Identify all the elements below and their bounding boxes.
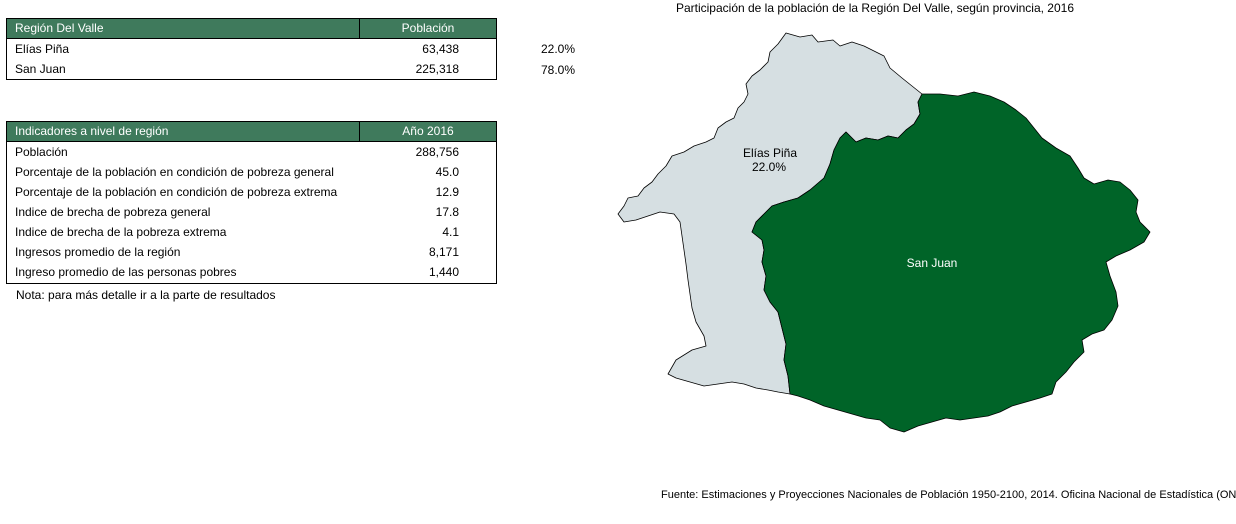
row-value: 288,756	[415, 145, 459, 159]
table-row: Elías Piña 63,438	[7, 39, 496, 59]
row-value: 45.0	[435, 165, 459, 179]
share-percent: 78.0%	[540, 63, 575, 77]
row-value: 63,438	[422, 42, 459, 56]
row-label: Indice de brecha de pobreza general	[15, 205, 211, 219]
source-text: Fuente: Estimaciones y Proyecciones Naci…	[661, 489, 1236, 501]
population-table-header: Región Del Valle Población	[7, 19, 496, 39]
row-value: 1,440	[428, 265, 459, 279]
row-value: 17.8	[435, 205, 459, 219]
row-value: 4.1	[442, 225, 459, 239]
table-row: Población 288,756	[7, 142, 496, 162]
row-value: 225,318	[415, 62, 459, 76]
row-label: Elías Piña	[15, 42, 70, 56]
row-label: Porcentaje de la población en condición …	[15, 185, 338, 199]
note-text: Nota: para más detalle ir a la parte de …	[16, 288, 276, 302]
region-value-elias-pina: 22.0%	[752, 160, 786, 174]
header-region: Región Del Valle	[7, 19, 360, 38]
region-label-elias-pina: Elías Piña	[743, 146, 797, 160]
region-san-juan	[751, 91, 1151, 433]
row-label: Ingresos promedio de la región	[15, 245, 181, 259]
table-row: Ingresos promedio de la región 8,171	[7, 242, 496, 262]
table-row: San Juan 225,318	[7, 59, 496, 79]
row-label: Ingreso promedio de las personas pobres	[15, 265, 237, 279]
row-label: San Juan	[15, 62, 66, 76]
chart-title: Participación de la población de la Regi…	[675, 1, 1075, 15]
share-percent: 22.0%	[540, 42, 575, 56]
row-label: Población	[15, 145, 68, 159]
row-value: 8,171	[428, 245, 459, 259]
indicators-table-header: Indicadores a nivel de región Año 2016	[7, 122, 496, 142]
table-row: Porcentaje de la población en condición …	[7, 182, 496, 202]
region-label-san-juan: San Juan	[907, 256, 958, 270]
row-label: Indice de brecha de la pobreza extrema	[15, 225, 227, 239]
header-year: Año 2016	[402, 124, 454, 138]
row-value: 12.9	[435, 185, 459, 199]
header-population: Población	[401, 21, 455, 35]
population-table: Región Del Valle Población Elías Piña 63…	[6, 18, 497, 80]
row-label: Porcentaje de la población en condición …	[15, 165, 334, 179]
table-row: Indice de brecha de pobreza general 17.8	[7, 202, 496, 222]
table-row: Ingreso promedio de las personas pobres …	[7, 262, 496, 282]
table-row: Indice de brecha de la pobreza extrema 4…	[7, 222, 496, 242]
table-row: Porcentaje de la población en condición …	[7, 162, 496, 182]
indicators-table: Indicadores a nivel de región Año 2016 P…	[6, 121, 497, 284]
header-indicator: Indicadores a nivel de región	[7, 122, 360, 141]
